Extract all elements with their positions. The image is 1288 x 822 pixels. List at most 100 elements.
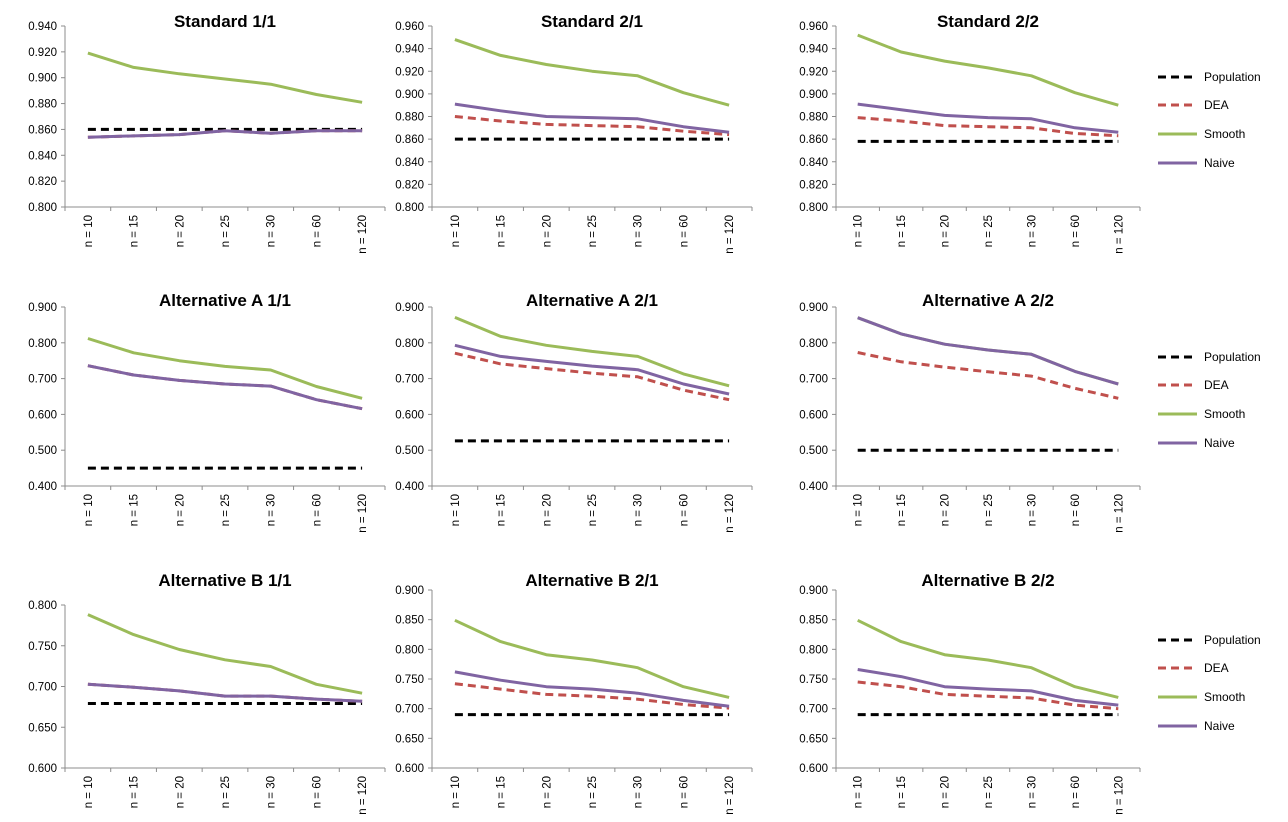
legend-label-smooth: Smooth — [1204, 407, 1245, 421]
series-line-dea — [857, 116, 1119, 138]
y-tick-label: 0.900 — [799, 585, 828, 597]
chart-panel-4: Alternative A 1/1 0.400 0.500 0.600 0.700 0.8… — [28, 291, 386, 533]
y-tick-label: 0.800 — [395, 338, 424, 350]
x-tick-label: n = 15 — [896, 494, 908, 526]
x-tick-label: n = 10 — [853, 776, 865, 808]
chart-title: Standard 2/1 — [541, 12, 643, 31]
x-tick-label: n = 25 — [220, 776, 232, 808]
y-tick-label: 0.920 — [395, 66, 424, 78]
y-tick-label: 0.600 — [395, 409, 424, 421]
series-line-smooth — [454, 38, 730, 107]
series-line-smooth — [87, 613, 363, 695]
x-tick-label: n = 30 — [633, 494, 645, 526]
y-tick-label: 0.840 — [28, 150, 57, 162]
y-tick-label: 0.800 — [28, 338, 57, 350]
x-tick-label: n = 10 — [450, 776, 462, 808]
legend-label-naive: Naive — [1204, 719, 1235, 733]
x-tick-label: n = 10 — [83, 494, 95, 526]
series-line-smooth — [454, 316, 730, 388]
x-tick-label: n = 10 — [83, 215, 95, 247]
chart-panel-5: Alternative A 2/1 0.400 0.500 0.600 0.700 0.8… — [395, 291, 753, 533]
x-tick-label: n = 25 — [983, 494, 995, 526]
series-line-naive — [857, 316, 1119, 386]
x-tick-label: n = 30 — [1026, 494, 1038, 526]
x-tick-label: n = 30 — [633, 215, 645, 247]
legend-label-naive: Naive — [1204, 156, 1235, 170]
chart-title: Alternative B 2/1 — [525, 571, 658, 590]
y-tick-label: 0.900 — [395, 89, 424, 101]
y-tick-label: 0.920 — [28, 47, 57, 59]
y-tick-label: 0.880 — [28, 99, 57, 111]
chart-legend: Population DEA Smooth Naive — [1158, 70, 1261, 170]
x-tick-label: n = 60 — [678, 215, 690, 247]
series-line-naive — [454, 343, 730, 396]
series-line-naive — [857, 102, 1119, 134]
x-tick-label: n = 60 — [1070, 494, 1082, 526]
y-tick-label: 0.880 — [395, 112, 424, 124]
y-tick-label: 0.600 — [28, 409, 57, 421]
x-tick-label: n = 60 — [1070, 215, 1082, 247]
y-tick-label: 0.750 — [799, 674, 828, 686]
y-tick-label: 0.800 — [28, 202, 57, 214]
y-tick-label: 0.940 — [799, 44, 828, 56]
x-tick-label: n = 60 — [678, 776, 690, 808]
x-tick-label: n = 20 — [541, 776, 553, 808]
x-tick-label: n = 30 — [266, 776, 278, 808]
x-tick-label: n = 120 — [724, 494, 736, 533]
x-tick-label: n = 25 — [983, 776, 995, 808]
x-tick-label: n = 20 — [541, 215, 553, 247]
series-line-naive — [87, 364, 363, 411]
x-tick-label: n = 60 — [1070, 776, 1082, 808]
y-tick-label: 0.700 — [395, 374, 424, 386]
y-tick-label: 0.900 — [395, 302, 424, 314]
x-tick-label: n = 20 — [541, 494, 553, 526]
y-tick-label: 0.820 — [395, 179, 424, 191]
y-tick-label: 0.700 — [799, 374, 828, 386]
chart-title: Alternative A 2/2 — [922, 291, 1054, 310]
y-tick-label: 0.900 — [28, 302, 57, 314]
series-line-naive — [87, 682, 363, 703]
y-tick-label: 0.840 — [799, 157, 828, 169]
series-line-dea — [454, 351, 730, 402]
y-tick-label: 0.820 — [28, 176, 57, 188]
y-tick-label: 0.800 — [799, 644, 828, 656]
y-tick-label: 0.600 — [799, 763, 828, 775]
x-tick-label: n = 10 — [83, 776, 95, 808]
y-tick-label: 0.600 — [799, 409, 828, 421]
series-line-naive — [87, 129, 363, 139]
x-tick-label: n = 10 — [853, 494, 865, 526]
x-tick-label: n = 10 — [450, 215, 462, 247]
series-line-dea — [454, 682, 730, 710]
x-tick-label: n = 20 — [174, 494, 186, 526]
x-tick-label: n = 60 — [311, 776, 323, 808]
legend-label-smooth: Smooth — [1204, 690, 1245, 704]
y-tick-label: 0.750 — [395, 674, 424, 686]
x-tick-label: n = 15 — [129, 215, 141, 247]
x-tick-label: n = 25 — [587, 776, 599, 808]
series-line-naive — [857, 668, 1119, 707]
y-tick-label: 0.800 — [395, 202, 424, 214]
y-tick-label: 0.860 — [799, 134, 828, 146]
series-line-dea — [857, 680, 1119, 711]
y-tick-label: 0.400 — [28, 481, 57, 493]
y-tick-label: 0.600 — [395, 763, 424, 775]
x-tick-label: n = 15 — [496, 494, 508, 526]
y-tick-label: 0.900 — [28, 73, 57, 85]
legend-label-population: Population — [1204, 350, 1261, 364]
y-tick-label: 0.860 — [395, 134, 424, 146]
x-tick-label: n = 20 — [940, 215, 952, 247]
x-tick-label: n = 20 — [940, 776, 952, 808]
chart-panel-1: Standard 1/1 0.800 0.820 0.840 0.860 0.880 0.9… — [28, 12, 386, 254]
x-tick-label: n = 10 — [853, 215, 865, 247]
y-tick-label: 0.960 — [395, 21, 424, 33]
chart-panel-6: Alternative A 2/2 0.400 0.500 0.600 0.700 0.8… — [799, 291, 1261, 533]
chart-legend: Population DEA Smooth Naive — [1158, 350, 1261, 450]
chart-title: Alternative A 1/1 — [159, 291, 291, 310]
x-tick-label: n = 120 — [1113, 494, 1125, 533]
x-tick-label: n = 15 — [496, 215, 508, 247]
y-tick-label: 0.500 — [28, 445, 57, 457]
legend-label-smooth: Smooth — [1204, 127, 1245, 141]
x-tick-label: n = 60 — [311, 215, 323, 247]
x-tick-label: n = 120 — [1113, 215, 1125, 254]
legend-label-population: Population — [1204, 633, 1261, 647]
